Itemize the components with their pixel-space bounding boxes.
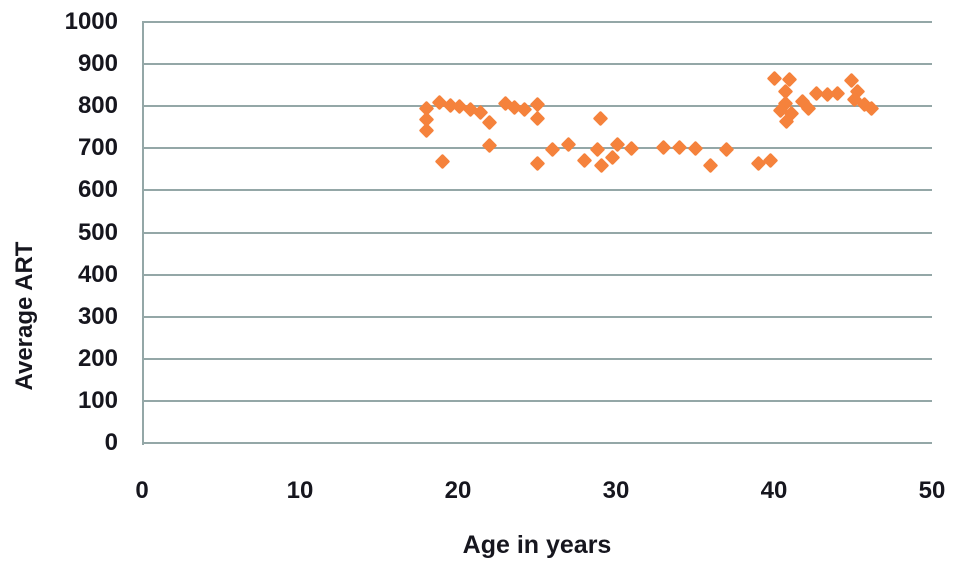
gridline — [142, 315, 932, 318]
plot-area — [142, 21, 932, 445]
data-point — [766, 70, 782, 87]
data-point — [576, 152, 593, 168]
y-tick-label: 700 — [77, 134, 118, 162]
data-point — [703, 157, 719, 173]
y-tick-label: 300 — [77, 302, 118, 330]
y-tick-label: 400 — [77, 260, 118, 288]
data-point — [829, 85, 845, 101]
x-tick-label: 10 — [286, 477, 314, 504]
y-tick-label: 0 — [104, 429, 118, 456]
gridline — [142, 63, 932, 66]
gridline — [142, 189, 932, 192]
data-point — [624, 140, 640, 157]
data-point — [545, 142, 561, 158]
data-point — [481, 114, 498, 130]
data-point — [529, 111, 545, 127]
data-point — [592, 111, 608, 127]
y-tick-label: 600 — [77, 176, 118, 204]
data-point — [589, 141, 605, 158]
x-tick-label: 20 — [444, 477, 472, 504]
x-tick-label: 50 — [918, 477, 946, 504]
data-point — [529, 156, 545, 172]
y-tick-label: 500 — [77, 218, 118, 246]
x-axis-title: Age in years — [462, 531, 612, 559]
data-point — [718, 142, 735, 158]
gridline — [142, 231, 932, 234]
data-point — [750, 155, 766, 171]
y-tick-label: 900 — [77, 50, 118, 78]
y-tick-label: 800 — [77, 92, 118, 120]
y-tick-label: 1000 — [64, 8, 118, 35]
data-point — [763, 152, 779, 169]
data-point — [418, 122, 435, 139]
x-tick-label: 30 — [602, 477, 630, 504]
gridline — [142, 399, 932, 402]
gridline — [142, 273, 932, 276]
data-point — [671, 139, 687, 155]
y-tick-label: 100 — [77, 386, 118, 414]
gridline — [142, 147, 932, 150]
data-point — [687, 140, 703, 157]
data-point — [655, 139, 672, 155]
gridline — [142, 357, 932, 360]
data-point — [434, 153, 450, 170]
y-tick-label: 200 — [77, 344, 118, 372]
data-point — [481, 137, 498, 154]
gridline — [142, 442, 932, 444]
x-tick-label: 0 — [135, 477, 149, 504]
gridline — [142, 21, 932, 23]
y-axis-line — [142, 22, 144, 445]
x-tick-label: 40 — [760, 477, 788, 504]
data-point — [560, 137, 577, 153]
